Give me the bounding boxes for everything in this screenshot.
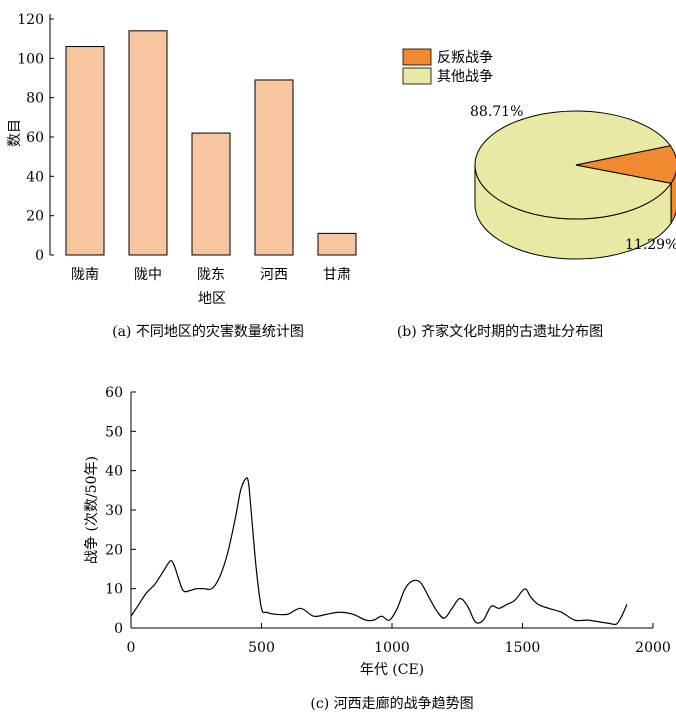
line-y-tick-label: 20 <box>105 542 123 558</box>
legend-label-rebellion: 反叛战争 <box>437 50 493 66</box>
bar-y-tick-label: 40 <box>26 169 44 185</box>
pie-slice-other-wars <box>474 110 672 220</box>
bar-category-label: 陇南 <box>71 267 99 283</box>
bar-甘肃 <box>317 232 357 256</box>
line-x-tick-label: 0 <box>127 640 136 656</box>
bar-category-label: 陇东 <box>197 267 225 283</box>
line-x-tick-label: 2000 <box>635 640 671 656</box>
bar-y-axis-label: 数目 <box>7 119 23 147</box>
line-x-tick-label: 1500 <box>505 640 541 656</box>
line-x-tick-label: 1000 <box>374 640 410 656</box>
bar-y-ticks: 0 20 40 60 80 100 120 <box>17 12 54 264</box>
line-y-tick-label: 40 <box>105 464 123 480</box>
line-y-tick-label: 50 <box>105 424 123 440</box>
pie-legend: 反叛战争 其他战争 <box>402 48 493 85</box>
line-y-tick-label: 0 <box>114 621 123 637</box>
bar-y-tick-label: 80 <box>26 91 44 107</box>
bar-陇东 <box>191 132 231 256</box>
pie-label-other-wars: 88.71% <box>470 104 523 120</box>
bar-marks <box>65 30 357 256</box>
line-chart-panel: 0 500 1000 1500 2000 0 10 20 30 40 50 60 年代 (CE) 战… <box>84 385 671 712</box>
legend-swatch-rebellion <box>402 48 432 66</box>
line-x-tick-label: 500 <box>248 640 275 656</box>
bar-category-labels: 陇南 陇中 陇东 河西 甘肃 <box>71 267 351 283</box>
line-y-axis-label: 战争 (次数/50年) <box>84 456 100 564</box>
bar-chart-caption: (a) 不同地区的灾害数量统计图 <box>112 323 304 340</box>
bar-河西 <box>254 79 294 256</box>
line-x-axis-label: 年代 (CE) <box>360 662 424 678</box>
bar-陇中 <box>128 30 168 256</box>
legend-swatch-other <box>402 67 432 85</box>
pie-chart-panel: 反叛战争 其他战争 88.71% 11.29% (b) 齐家文化时期的古遗址分布… <box>397 48 676 340</box>
bar-y-tick-label: 60 <box>26 130 44 146</box>
line-series-wars <box>130 477 628 626</box>
pie-slice-rebellion <box>575 145 676 184</box>
bar-chart-panel: 0 20 40 60 80 100 120 陇南 陇中 陇东 河西 甘肃 数目 地区 (a) 不同地… <box>7 12 357 340</box>
bar-category-label: 甘肃 <box>323 267 351 283</box>
line-y-tick-label: 30 <box>105 503 123 519</box>
line-chart-caption: (c) 河西走廊的战争趋势图 <box>310 695 473 712</box>
bar-category-label: 河西 <box>260 267 288 283</box>
bar-x-axis-label: 地区 <box>198 291 226 307</box>
bar-陇南 <box>65 46 105 256</box>
legend-label-other: 其他战争 <box>437 69 493 85</box>
bar-y-tick-label: 120 <box>17 12 44 28</box>
bar-y-tick-label: 100 <box>17 51 44 67</box>
bar-y-tick-label: 0 <box>35 248 44 264</box>
pie-label-rebellion: 11.29% <box>625 237 676 253</box>
pie-chart-caption: (b) 齐家文化时期的古遗址分布图 <box>397 323 603 340</box>
line-y-tick-label: 60 <box>105 385 123 401</box>
bar-category-label: 陇中 <box>134 267 162 283</box>
line-y-ticks: 0 10 20 30 40 50 60 <box>105 385 136 637</box>
line-x-ticks: 0 500 1000 1500 2000 <box>127 623 671 656</box>
bar-y-tick-label: 20 <box>26 209 44 225</box>
line-y-tick-label: 10 <box>105 582 123 598</box>
